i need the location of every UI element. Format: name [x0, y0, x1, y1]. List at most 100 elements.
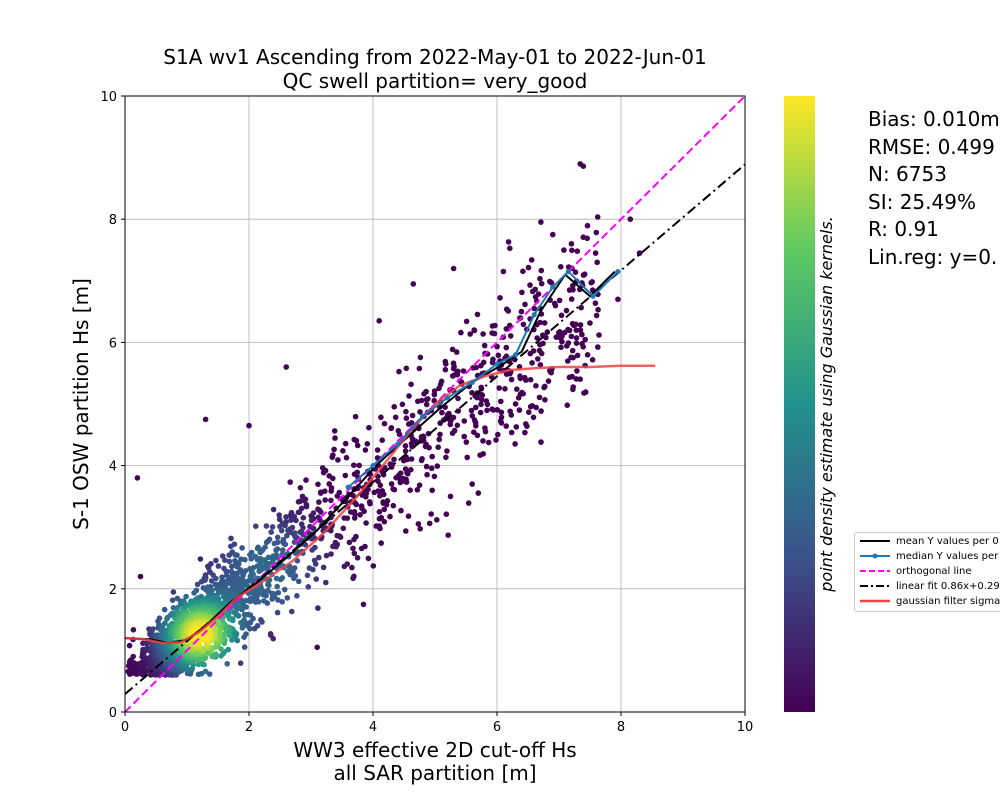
- scatter-point: [415, 398, 421, 405]
- scatter-point: [559, 338, 565, 345]
- median-marker: [370, 463, 376, 469]
- scatter-point: [218, 646, 224, 652]
- scatter-point: [406, 421, 412, 427]
- scatter-point: [376, 318, 383, 324]
- scatter-point: [505, 239, 512, 245]
- scatter-point: [527, 376, 534, 383]
- scatter-point: [565, 358, 571, 364]
- scatter-point: [202, 668, 209, 675]
- scatter-point: [542, 397, 548, 403]
- scatter-point: [416, 482, 423, 489]
- scatter-point: [390, 486, 396, 492]
- scatter-point: [495, 431, 501, 438]
- scatter-point: [295, 509, 302, 516]
- scatter-point: [231, 609, 237, 616]
- x-tick-label: 2: [245, 720, 253, 735]
- scatter-point: [431, 391, 438, 398]
- legend-item-linear-fit: linear fit 0.86x+0.29: [860, 579, 1000, 593]
- scatter-point: [366, 424, 372, 431]
- scatter-point: [396, 431, 403, 438]
- scatter-point: [396, 368, 402, 375]
- scatter-point: [283, 514, 289, 520]
- scatter-point: [593, 229, 600, 236]
- scatter-point: [594, 259, 600, 266]
- scatter-point: [379, 437, 386, 444]
- scatter-point: [503, 423, 510, 429]
- scatter-point: [283, 364, 290, 370]
- scatter-point: [375, 478, 381, 485]
- scatter-point: [297, 485, 304, 491]
- legend-label-linear-fit: linear fit 0.86x+0.29: [896, 580, 1000, 592]
- scatter-point: [538, 350, 545, 357]
- scatter-point: [377, 493, 383, 499]
- median-marker: [469, 379, 475, 386]
- scatter-point: [592, 250, 599, 256]
- scatter-point: [284, 595, 291, 601]
- scatter-point: [316, 499, 322, 505]
- scatter-point: [404, 470, 410, 476]
- scatter-point: [538, 219, 544, 225]
- scatter-point: [498, 398, 504, 405]
- scatter-point: [393, 474, 400, 481]
- colorbar-gradient: [784, 96, 815, 712]
- scatter-point: [537, 362, 544, 368]
- legend-label-gaussian: gaussian filter sigma: [896, 595, 1000, 607]
- scatter-point: [342, 440, 349, 447]
- scatter-point: [522, 301, 528, 308]
- scatter-point: [332, 435, 338, 441]
- scatter-point: [500, 268, 507, 275]
- scatter-point: [596, 332, 602, 338]
- scatter-point: [538, 280, 545, 287]
- scatter-point: [502, 386, 508, 392]
- scatter-point: [287, 479, 294, 485]
- scatter-point: [293, 517, 299, 524]
- scatter-point: [467, 331, 474, 337]
- scatter-point: [497, 295, 503, 301]
- scatter-point: [569, 247, 575, 254]
- scatter-point: [589, 357, 596, 363]
- legend-label-median: median Y values per: [896, 550, 999, 562]
- scatter-point: [387, 513, 393, 520]
- stat-rmse: RMSE: 0.499: [868, 134, 995, 159]
- x-tick-label: 4: [369, 720, 377, 735]
- scatter-point: [588, 279, 594, 286]
- scatter-point: [194, 581, 201, 588]
- scatter-point: [226, 558, 233, 565]
- scatter-point: [450, 265, 457, 272]
- scatter-point: [307, 523, 313, 530]
- scatter-point: [436, 436, 443, 443]
- scatter-point: [512, 401, 519, 407]
- scatter-point: [328, 551, 334, 557]
- scatter-point: [410, 281, 417, 287]
- scatter-point: [564, 343, 570, 349]
- scatter-point: [377, 482, 384, 489]
- scatter-point: [520, 268, 526, 275]
- scatter-point: [351, 462, 357, 469]
- scatter-point: [206, 671, 213, 677]
- scatter-point: [347, 509, 354, 515]
- scatter-point: [473, 404, 479, 411]
- x-axis-label-line-2: all SAR partition [m]: [333, 761, 536, 785]
- scatter-point: [402, 448, 409, 454]
- scatter-point: [300, 515, 307, 521]
- plot-area: 0 2 4 6 8 10 0 2 4 6 8 10: [100, 90, 753, 735]
- scatter-point: [331, 428, 338, 434]
- scatter-point: [380, 500, 387, 507]
- scatter-point: [183, 593, 189, 600]
- scatter-point: [528, 257, 535, 263]
- scatter-point: [570, 282, 576, 289]
- scatter-point: [237, 660, 244, 666]
- scatter-point: [354, 442, 361, 449]
- scatter-point: [592, 300, 599, 307]
- scatter-point: [578, 304, 584, 311]
- scatter-point: [517, 391, 524, 398]
- scatter-point: [234, 552, 240, 558]
- legend-swatch-linear-fit: [860, 585, 890, 587]
- scatter-point: [281, 586, 288, 593]
- scatter-point: [566, 287, 573, 293]
- scatter-point: [580, 234, 587, 240]
- scatter-point: [314, 644, 321, 651]
- scatter-point: [134, 475, 141, 481]
- scatter-point: [304, 572, 311, 579]
- scatter-point: [568, 354, 574, 361]
